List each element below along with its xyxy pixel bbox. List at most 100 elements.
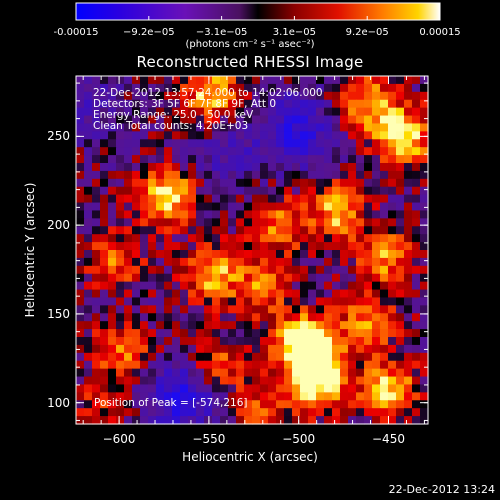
- heatmap-cell: [260, 400, 269, 409]
- heatmap-cell: [196, 186, 205, 196]
- heatmap-cell: [220, 147, 229, 156]
- heatmap-cell: [132, 360, 141, 370]
- heatmap-cell: [292, 170, 301, 180]
- heatmap-cell: [404, 170, 413, 180]
- heatmap-cell: [204, 242, 213, 251]
- heatmap-cell: [92, 242, 101, 251]
- heatmap-cell: [84, 305, 93, 314]
- heatmap-cell: [124, 147, 133, 156]
- heatmap-cell: [76, 250, 85, 259]
- heatmap-cell: [412, 178, 421, 188]
- heatmap-cell: [140, 297, 149, 306]
- heatmap-cell: [388, 281, 397, 291]
- heatmap-cell: [252, 107, 261, 117]
- heatmap-cell: [84, 170, 93, 180]
- heatmap-cell: [92, 202, 101, 212]
- heatmap-cell: [316, 360, 325, 370]
- heatmap-cell: [412, 408, 421, 417]
- heatmap-cell: [268, 281, 277, 291]
- heatmap-cell: [404, 305, 413, 314]
- heatmap-cell: [420, 250, 429, 259]
- heatmap-cell: [92, 368, 101, 378]
- heatmap-cell: [76, 194, 85, 204]
- heatmap-cell: [340, 400, 349, 409]
- heatmap-cell: [116, 257, 125, 267]
- heatmap-cell: [132, 163, 141, 172]
- heatmap-cell: [244, 360, 253, 370]
- heatmap-cell: [356, 265, 365, 275]
- heatmap-cell: [292, 250, 301, 259]
- heatmap-cell: [100, 360, 109, 370]
- heatmap-cell: [116, 297, 125, 306]
- heatmap-cell: [116, 123, 125, 132]
- heatmap-cell: [92, 265, 101, 275]
- heatmap-cell: [132, 313, 141, 322]
- heatmap-cell: [188, 416, 197, 425]
- heatmap-cell: [196, 360, 205, 370]
- heatmap-cell: [388, 273, 397, 283]
- heatmap-cell: [132, 99, 141, 109]
- heatmap-cell: [268, 107, 277, 117]
- heatmap-cell: [76, 147, 85, 156]
- heatmap-cell: [348, 107, 357, 117]
- heatmap-cell: [204, 226, 213, 235]
- heatmap-cell: [244, 281, 253, 291]
- heatmap-cell: [420, 360, 429, 370]
- heatmap-cell: [364, 368, 373, 378]
- info-time-range: 22-Dec-2012 13:57:24.000 to 14:02:06.000: [93, 87, 323, 99]
- heatmap-cell: [372, 91, 381, 101]
- heatmap-cell: [124, 170, 133, 180]
- heatmap-cell: [196, 115, 205, 125]
- heatmap-cell: [228, 352, 237, 362]
- colorbar-unit: (photons cm⁻² s⁻¹ asec⁻²): [185, 39, 315, 50]
- heatmap-cell: [380, 289, 389, 299]
- heatmap-cell: [380, 273, 389, 283]
- heatmap-cell: [324, 400, 333, 409]
- heatmap-cell: [268, 186, 277, 196]
- heatmap-cell: [308, 107, 317, 117]
- heatmap-cell: [324, 384, 333, 393]
- heatmap-cell: [372, 99, 381, 109]
- heatmap-cell: [332, 265, 341, 275]
- heatmap-cell: [412, 163, 421, 172]
- heatmap-cell: [324, 76, 333, 85]
- heatmap-cell: [292, 107, 301, 117]
- heatmap-cell: [132, 115, 141, 125]
- heatmap-cell: [316, 163, 325, 172]
- heatmap-cell: [388, 384, 397, 393]
- heatmap-cell: [220, 186, 229, 196]
- heatmap-cell: [380, 313, 389, 322]
- heatmap-cell: [228, 186, 237, 196]
- heatmap-cell: [412, 76, 421, 85]
- heatmap-cell: [388, 329, 397, 338]
- heatmap-cell: [164, 202, 173, 212]
- heatmap-cell: [396, 202, 405, 212]
- heatmap-cell: [204, 337, 213, 346]
- heatmap-cell: [420, 123, 429, 132]
- heatmap-cell: [276, 163, 285, 172]
- heatmap-cell: [156, 368, 165, 378]
- heatmap-cell: [332, 115, 341, 125]
- heatmap-cell: [116, 360, 125, 370]
- heatmap-cell: [140, 226, 149, 235]
- heatmap-cell: [124, 83, 133, 93]
- heatmap-cell: [420, 337, 429, 346]
- heatmap-cell: [108, 250, 117, 259]
- heatmap-cell: [388, 416, 397, 425]
- heatmap-cell: [212, 115, 221, 125]
- heatmap-cell: [228, 265, 237, 275]
- heatmap-cell: [244, 337, 253, 346]
- heatmap-cell: [220, 289, 229, 299]
- heatmap-cell: [380, 155, 389, 164]
- heatmap-cell: [276, 115, 285, 125]
- heatmap-cell: [84, 289, 93, 299]
- heatmap-cell: [244, 139, 253, 148]
- heatmap-cell: [124, 178, 133, 188]
- heatmap-cell: [188, 313, 197, 322]
- heatmap-cell: [84, 329, 93, 338]
- heatmap-cell: [172, 99, 181, 109]
- heatmap-cell: [252, 194, 261, 204]
- heatmap-cell: [148, 297, 157, 306]
- heatmap-cell: [196, 83, 205, 93]
- heatmap-cell: [212, 218, 221, 227]
